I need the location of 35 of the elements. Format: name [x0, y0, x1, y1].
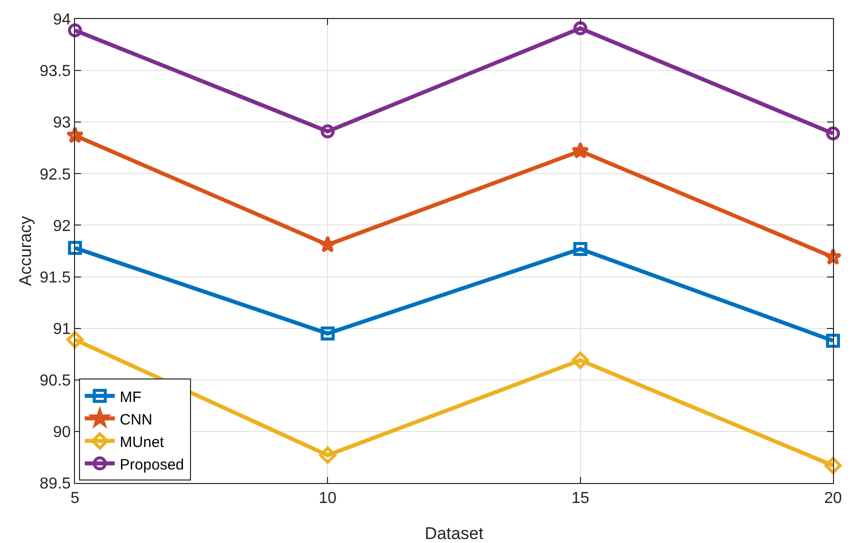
x-tick-label: 20: [824, 490, 842, 508]
y-tick-label: 89.5: [40, 476, 71, 493]
y-tick-label: 93: [53, 114, 71, 132]
point: [824, 456, 842, 474]
legend-label: MF: [120, 388, 142, 406]
x-tick-label: 5: [70, 490, 80, 508]
point: [320, 124, 335, 138]
point: [826, 334, 840, 348]
y-tick-label: 92: [53, 218, 71, 235]
point: [826, 126, 840, 140]
y-tick-label: 93.5: [40, 63, 71, 80]
y-tick-label: 91: [53, 320, 71, 338]
point: [320, 326, 335, 340]
point: [318, 236, 336, 253]
point: [573, 21, 588, 36]
legend-label: Proposed: [120, 456, 184, 474]
y-tick-label: 90: [53, 424, 71, 442]
point: [573, 242, 588, 256]
point: [572, 352, 589, 369]
y-tick-label: 91.5: [40, 269, 71, 286]
x-tick-label: 10: [318, 490, 337, 508]
x-axis-title: Dataset: [424, 524, 484, 543]
y-tick-label: 92.5: [40, 166, 71, 184]
y-tick-label: 94: [53, 12, 71, 29]
y-tick-label: 90.5: [40, 372, 71, 390]
legend-label: MUnet: [120, 434, 165, 451]
point: [66, 126, 84, 144]
point: [824, 248, 842, 265]
legend-label: CNN: [120, 411, 152, 428]
point: [68, 23, 82, 38]
point: [319, 446, 336, 464]
x-tick-label: 15: [571, 490, 590, 508]
point: [572, 142, 590, 159]
y-axis-title: Accuracy: [16, 216, 35, 286]
point: [68, 240, 82, 255]
